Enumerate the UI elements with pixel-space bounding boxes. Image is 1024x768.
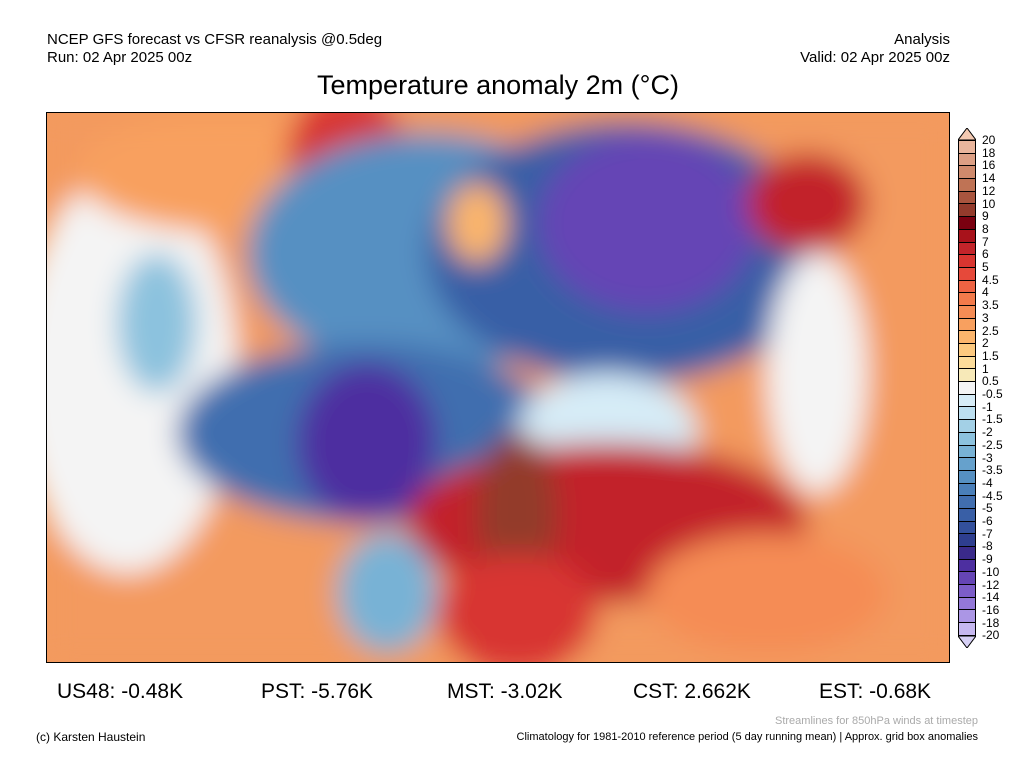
colorbar-swatch bbox=[958, 344, 976, 357]
stat-mst: MST: -3.02K bbox=[447, 680, 563, 703]
colorbar-label: -18 bbox=[982, 615, 1000, 630]
colorbar-swatch bbox=[958, 318, 976, 332]
colorbar-label: -8 bbox=[982, 539, 993, 554]
colorbar-label: 3 bbox=[982, 310, 989, 325]
colorbar-swatch bbox=[958, 458, 976, 471]
colorbar-swatch bbox=[958, 191, 976, 205]
forecast-type: Analysis bbox=[894, 31, 950, 48]
climatology-note: Climatology for 1981-2010 reference peri… bbox=[516, 731, 978, 743]
colorbar-label: 16 bbox=[982, 158, 996, 173]
colorbar-swatch bbox=[958, 141, 976, 154]
colorbar-label: -14 bbox=[982, 590, 1000, 605]
colorbar-swatch bbox=[958, 572, 976, 586]
colorbar-label: -3 bbox=[982, 450, 993, 465]
colorbar-label: 9 bbox=[982, 209, 989, 224]
colorbar-label: -12 bbox=[982, 577, 1000, 592]
colorbar-swatch bbox=[958, 179, 976, 192]
colorbar-swatch bbox=[958, 242, 976, 256]
colorbar-label: 12 bbox=[982, 183, 996, 198]
colorbar-swatch bbox=[958, 432, 976, 446]
colorbar-label: 8 bbox=[982, 221, 989, 236]
colorbar-label: 7 bbox=[982, 234, 989, 249]
stat-est: EST: -0.68K bbox=[819, 680, 932, 703]
colorbar-swatch bbox=[958, 534, 976, 547]
colorbar-swatch bbox=[958, 166, 976, 180]
colorbar-label: -1.5 bbox=[982, 412, 1003, 427]
colorbar-swatch bbox=[958, 508, 976, 522]
colorbar-swatch bbox=[958, 382, 976, 395]
colorbar-swatch bbox=[958, 305, 976, 319]
colorbar-label: -7 bbox=[982, 526, 993, 541]
colorbar-swatch bbox=[958, 445, 976, 459]
colorbar-label: -1 bbox=[982, 399, 993, 414]
colorbar-label: -3.5 bbox=[982, 463, 1003, 478]
colorbar-swatch bbox=[958, 293, 976, 306]
colorbar-label: 10 bbox=[982, 196, 996, 211]
colorbar-swatch bbox=[958, 623, 976, 636]
colorbar-label: -16 bbox=[982, 602, 1000, 617]
colorbar-swatch bbox=[958, 204, 976, 218]
colorbar-swatch bbox=[958, 153, 976, 167]
colorbar-label: 18 bbox=[982, 145, 996, 160]
colorbar-label: 4 bbox=[982, 285, 989, 300]
colorbar-label: -0.5 bbox=[982, 387, 1003, 401]
colorbar-label: 20 bbox=[982, 133, 996, 147]
colorbar-label: 1 bbox=[982, 361, 989, 376]
colorbar-swatch bbox=[958, 470, 976, 484]
colorbar-label: -6 bbox=[982, 514, 993, 528]
colorbar-swatch bbox=[958, 521, 976, 535]
colorbar-label: -2 bbox=[982, 425, 993, 440]
colorbar-label: -9 bbox=[982, 552, 993, 567]
colorbar-label: -5 bbox=[982, 501, 993, 516]
colorbar-swatch bbox=[958, 597, 976, 611]
colorbar-label: -4.5 bbox=[982, 488, 1003, 503]
colorbar-label: 4.5 bbox=[982, 272, 999, 287]
colorbar-label: 1.5 bbox=[982, 348, 999, 363]
colorbar-swatch bbox=[958, 496, 976, 509]
colorbar-swatch bbox=[958, 547, 976, 560]
temperature-anomaly-map bbox=[46, 112, 950, 663]
colorbar-swatch bbox=[958, 407, 976, 421]
colorbar-swatch bbox=[958, 369, 976, 383]
colorbar-swatch bbox=[958, 267, 976, 281]
colorbar-swatch bbox=[958, 229, 976, 243]
stat-pst: PST: -5.76K bbox=[261, 680, 374, 703]
colorbar-swatch bbox=[958, 610, 976, 624]
colorbar-label: 14 bbox=[982, 171, 996, 186]
colorbar-swatch bbox=[958, 331, 976, 344]
map-title: Temperature anomaly 2m (°C) bbox=[317, 70, 679, 100]
colorbar-label: 0.5 bbox=[982, 374, 999, 389]
colorbar-swatch bbox=[958, 280, 976, 294]
colorbar-swatch bbox=[958, 420, 976, 433]
model-description: NCEP GFS forecast vs CFSR reanalysis @0.… bbox=[47, 31, 383, 48]
colorbar-label: 2.5 bbox=[982, 323, 999, 338]
run-time: Run: 02 Apr 2025 00z bbox=[47, 49, 193, 66]
colorbar-min-arrow bbox=[958, 635, 976, 648]
colorbar-label: -4 bbox=[982, 475, 993, 490]
colorbar-swatch bbox=[958, 483, 976, 497]
colorbar-max-arrow bbox=[958, 128, 976, 140]
colorbar-label: -2.5 bbox=[982, 437, 1003, 452]
colorbar-label: 3.5 bbox=[982, 298, 999, 313]
colorbar-swatch bbox=[958, 585, 976, 598]
colorbar-label: -20 bbox=[982, 628, 1000, 643]
colorbar-label: -10 bbox=[982, 564, 1000, 579]
copyright: (c) Karsten Haustein bbox=[36, 730, 146, 744]
colorbar-label: 5 bbox=[982, 260, 989, 274]
colorbar-swatch bbox=[958, 217, 976, 230]
stat-us48: US48: -0.48K bbox=[57, 680, 184, 703]
valid-time: Valid: 02 Apr 2025 00z bbox=[800, 49, 950, 66]
colorbar-swatch bbox=[958, 394, 976, 408]
colorbar bbox=[958, 128, 976, 648]
colorbar-swatch bbox=[958, 356, 976, 370]
colorbar-swatch bbox=[958, 559, 976, 573]
streamlines-note: Streamlines for 850hPa winds at timestep bbox=[775, 715, 978, 727]
colorbar-label: 2 bbox=[982, 336, 989, 351]
colorbar-swatch bbox=[958, 255, 976, 268]
stat-cst: CST: 2.662K bbox=[633, 680, 751, 703]
colorbar-label: 6 bbox=[982, 247, 989, 262]
